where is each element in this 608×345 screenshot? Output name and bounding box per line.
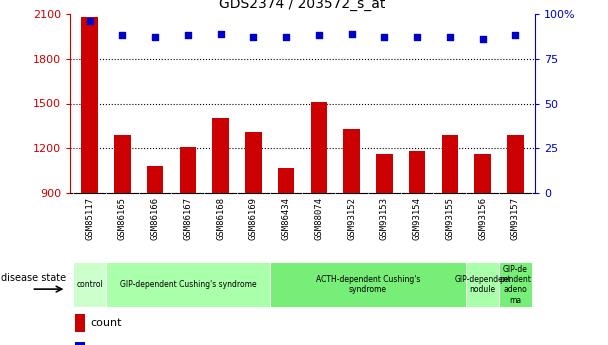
Text: GIP-de
pendent
adeno
ma: GIP-de pendent adeno ma (499, 265, 531, 305)
Bar (114, 135, 131, 193)
Text: GSM86165: GSM86165 (118, 197, 127, 240)
Bar (81, 17, 98, 193)
Text: GSM93156: GSM93156 (478, 197, 487, 240)
Text: GSM93153: GSM93153 (380, 197, 389, 240)
Text: count: count (91, 317, 122, 327)
Bar (409, 150, 426, 193)
Bar (147, 166, 164, 193)
Text: GIP-dependent Cushing's syndrome: GIP-dependent Cushing's syndrome (120, 280, 256, 289)
Point (282, 34, 291, 40)
Bar (474, 154, 491, 193)
Bar (311, 102, 327, 193)
Point (150, 34, 160, 40)
Bar (179, 147, 196, 193)
Point (445, 34, 455, 40)
Point (347, 31, 356, 36)
Bar (75, 314, 85, 332)
Text: GSM86168: GSM86168 (216, 197, 225, 240)
Text: ACTH-dependent Cushing's
syndrome: ACTH-dependent Cushing's syndrome (316, 275, 420, 294)
Text: GSM88074: GSM88074 (314, 197, 323, 240)
Text: GSM93157: GSM93157 (511, 197, 520, 240)
Text: GSM93155: GSM93155 (446, 197, 454, 240)
Bar (270, 262, 466, 307)
Bar (245, 132, 261, 193)
Bar (106, 262, 270, 307)
Point (216, 31, 226, 36)
Text: GSM86169: GSM86169 (249, 197, 258, 240)
Bar (507, 135, 523, 193)
Text: GSM93152: GSM93152 (347, 197, 356, 240)
Text: GSM86166: GSM86166 (151, 197, 159, 240)
Point (249, 34, 258, 40)
Point (117, 32, 127, 38)
Point (379, 34, 389, 40)
Text: GSM86167: GSM86167 (184, 197, 192, 240)
Bar (344, 129, 360, 193)
Text: GSM86434: GSM86434 (282, 197, 291, 240)
Bar (441, 135, 458, 193)
Text: control: control (76, 280, 103, 289)
Point (183, 32, 193, 38)
Text: GSM85117: GSM85117 (85, 197, 94, 240)
Bar (75, 342, 85, 345)
Bar (212, 118, 229, 193)
Point (478, 36, 488, 42)
Point (511, 32, 520, 38)
Bar (499, 262, 532, 307)
Point (85, 18, 94, 24)
Bar (73, 262, 106, 307)
Point (412, 34, 422, 40)
Text: GSM93154: GSM93154 (413, 197, 421, 240)
Text: GIP-dependent
nodule: GIP-dependent nodule (454, 275, 511, 294)
Title: GDS2374 / 203572_s_at: GDS2374 / 203572_s_at (219, 0, 385, 11)
Point (314, 32, 323, 38)
Text: disease state: disease state (1, 273, 66, 283)
Bar (278, 168, 294, 193)
Bar (376, 154, 393, 193)
Bar (466, 262, 499, 307)
